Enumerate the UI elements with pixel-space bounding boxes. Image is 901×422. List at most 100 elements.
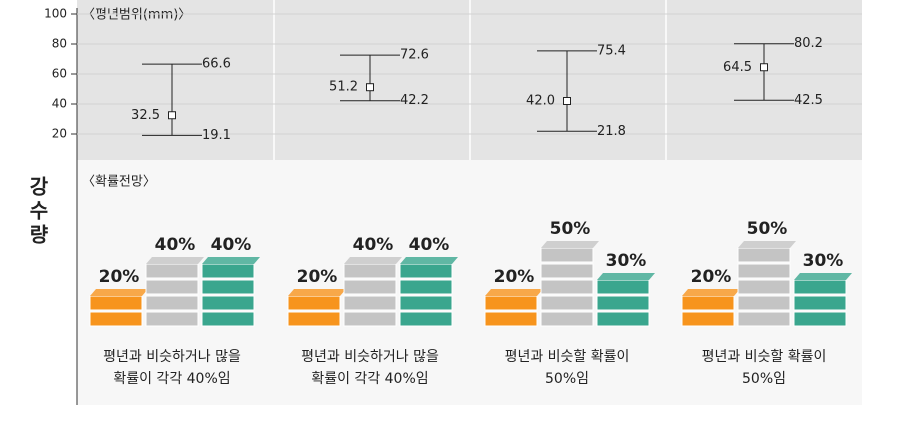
y-tick-label: 80 <box>52 37 67 51</box>
mean-label: 42.0 <box>526 94 555 109</box>
low-label: 19.1 <box>202 128 231 143</box>
mean-marker <box>366 83 374 92</box>
block <box>343 295 397 311</box>
block-stack <box>793 273 852 327</box>
percent-label: 40% <box>211 235 252 255</box>
block-stack <box>287 289 346 327</box>
caption: 확률이 각각 40%임 <box>311 371 428 387</box>
caption: 평년과 비슷하거나 많을 <box>301 349 439 365</box>
block <box>484 295 538 311</box>
mean-marker <box>168 111 176 120</box>
percent-label: 40% <box>155 235 196 255</box>
block <box>737 279 791 295</box>
block-top <box>794 273 852 280</box>
block <box>540 279 594 295</box>
block <box>145 295 199 311</box>
block <box>145 311 199 327</box>
block <box>540 311 594 327</box>
percent-label: 50% <box>747 219 788 239</box>
caption: 평년과 비슷할 확률이 <box>702 349 827 365</box>
section-title: 〈확률전망〉 <box>82 175 156 190</box>
block-top <box>202 257 260 264</box>
block <box>540 295 594 311</box>
low-label: 42.5 <box>794 93 823 108</box>
block-top <box>485 289 543 296</box>
mean-label: 51.2 <box>329 80 358 95</box>
block <box>540 247 594 263</box>
high-label: 66.6 <box>202 57 231 72</box>
percent-label: 50% <box>550 219 591 239</box>
y-tick-label: 40 <box>52 97 67 111</box>
block <box>399 279 453 295</box>
y-tick-label: 60 <box>52 67 67 81</box>
block-stack <box>484 289 543 327</box>
block <box>737 295 791 311</box>
block <box>596 295 650 311</box>
caption: 50%임 <box>742 371 786 387</box>
block <box>343 279 397 295</box>
block-top <box>682 289 740 296</box>
block-stack <box>343 257 402 327</box>
block <box>793 279 847 295</box>
block-stack <box>596 273 655 327</box>
block <box>201 311 255 327</box>
percent-label: 40% <box>353 235 394 255</box>
high-label: 80.2 <box>794 36 823 51</box>
percent-label: 20% <box>494 267 535 287</box>
high-label: 75.4 <box>597 43 626 58</box>
block <box>399 311 453 327</box>
block <box>681 311 735 327</box>
percent-label: 20% <box>99 267 140 287</box>
side-label: 강수량 <box>26 176 50 248</box>
block <box>89 311 143 327</box>
percent-label: 20% <box>297 267 338 287</box>
block-stack <box>145 257 204 327</box>
block <box>89 295 143 311</box>
block <box>596 311 650 327</box>
mean-marker <box>760 63 768 72</box>
block <box>287 295 341 311</box>
mean-marker <box>563 97 571 105</box>
block-stack <box>399 257 458 327</box>
block <box>145 279 199 295</box>
block <box>287 311 341 327</box>
block-top <box>146 257 204 264</box>
block-top <box>400 257 458 264</box>
block-stack <box>201 257 260 327</box>
caption: 평년과 비슷하거나 많을 <box>103 349 241 365</box>
low-label: 21.8 <box>597 124 626 139</box>
block-top <box>541 241 599 248</box>
block-top <box>344 257 402 264</box>
block <box>343 263 397 279</box>
block <box>793 295 847 311</box>
chart-title: 〈평년범위(mm)〉 <box>82 8 191 23</box>
low-label: 42.2 <box>400 93 429 108</box>
percent-label: 40% <box>409 235 450 255</box>
y-tick-label: 20 <box>52 127 67 141</box>
percent-label: 30% <box>606 251 647 271</box>
block <box>737 263 791 279</box>
block <box>540 263 594 279</box>
mean-label: 32.5 <box>131 108 160 123</box>
block <box>145 263 199 279</box>
block-top <box>90 289 148 296</box>
block-stack <box>681 289 740 327</box>
block-top <box>597 273 655 280</box>
caption: 평년과 비슷할 확률이 <box>505 349 630 365</box>
block <box>201 279 255 295</box>
block <box>596 279 650 295</box>
block <box>681 295 735 311</box>
mean-label: 64.5 <box>723 60 752 75</box>
block <box>399 263 453 279</box>
block-stack <box>737 241 796 327</box>
block-top <box>288 289 346 296</box>
block <box>343 311 397 327</box>
caption: 50%임 <box>545 371 589 387</box>
high-label: 72.6 <box>400 48 429 63</box>
block <box>737 247 791 263</box>
block <box>793 311 847 327</box>
caption: 확률이 각각 40%임 <box>113 371 230 387</box>
block <box>399 295 453 311</box>
block-stack <box>540 241 599 327</box>
